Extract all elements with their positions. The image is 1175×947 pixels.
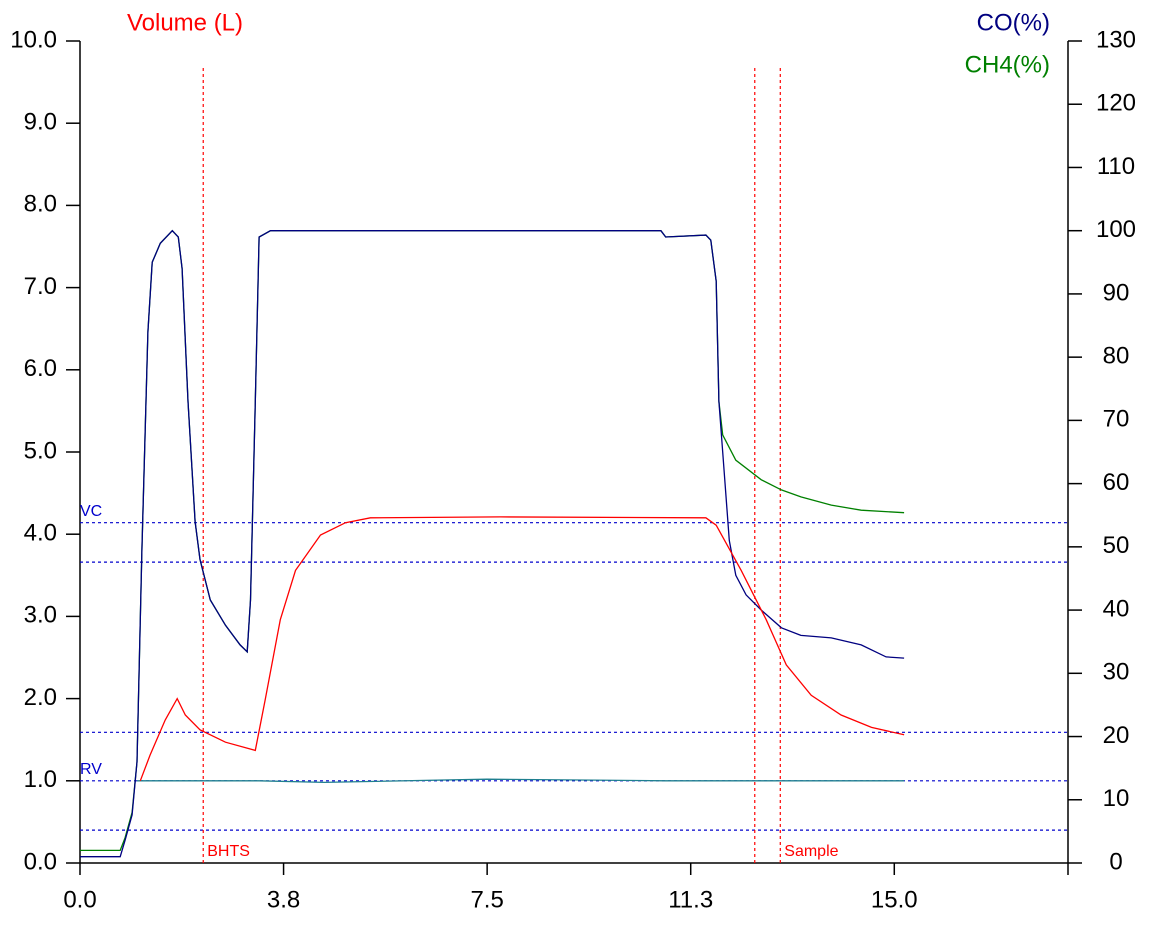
y2-tick-label: 40 (1103, 595, 1130, 622)
y2-tick-label: 50 (1103, 532, 1130, 559)
x-tick-label: 0.0 (63, 886, 96, 913)
y-tick-label: 3.0 (24, 602, 57, 629)
y2-tick-label: 0 (1109, 848, 1122, 875)
axis-title: CO(%) (977, 9, 1050, 36)
y-tick-label: 2.0 (24, 684, 57, 711)
y-tick-label: 10.0 (10, 26, 57, 53)
y2-tick-label: 130 (1096, 26, 1136, 53)
y-tick-label: 6.0 (24, 355, 57, 382)
axis-title: CH4(%) (965, 51, 1050, 78)
y2-tick-label: 30 (1103, 659, 1130, 686)
axis-title: Volume (L) (127, 9, 243, 36)
y-tick-label: 7.0 (24, 273, 57, 300)
data-line (137, 778, 905, 784)
data-line (139, 516, 905, 782)
y-tick-label: 5.0 (24, 437, 57, 464)
y2-tick-label: 90 (1103, 279, 1130, 306)
y2-tick-label: 110 (1097, 153, 1135, 180)
y2-tick-label: 70 (1103, 406, 1130, 433)
y2-tick-label: 120 (1096, 90, 1136, 117)
y2-tick-label: 80 (1103, 342, 1130, 369)
reference-label: RV (80, 761, 102, 778)
y2-tick-label: 60 (1103, 469, 1130, 496)
data-line (80, 229, 905, 858)
x-tick-label: 7.5 (470, 886, 503, 913)
x-tick-label: 3.8 (267, 886, 300, 913)
y-tick-label: 8.0 (24, 191, 57, 218)
y2-tick-label: 20 (1103, 722, 1130, 749)
y-tick-label: 9.0 (24, 109, 57, 136)
event-label: Sample (784, 843, 838, 860)
y2-tick-label: 100 (1096, 216, 1136, 243)
y-tick-label: 4.0 (24, 520, 57, 547)
x-tick-label: 15.0 (871, 886, 918, 913)
data-line (80, 229, 905, 852)
event-label: BHTS (207, 843, 250, 860)
y2-tick-label: 10 (1103, 785, 1130, 812)
y-tick-label: 0.0 (24, 848, 57, 875)
x-tick-label: 11.3 (668, 886, 713, 913)
y-tick-label: 1.0 (24, 766, 57, 793)
reference-label: VC (80, 503, 102, 520)
